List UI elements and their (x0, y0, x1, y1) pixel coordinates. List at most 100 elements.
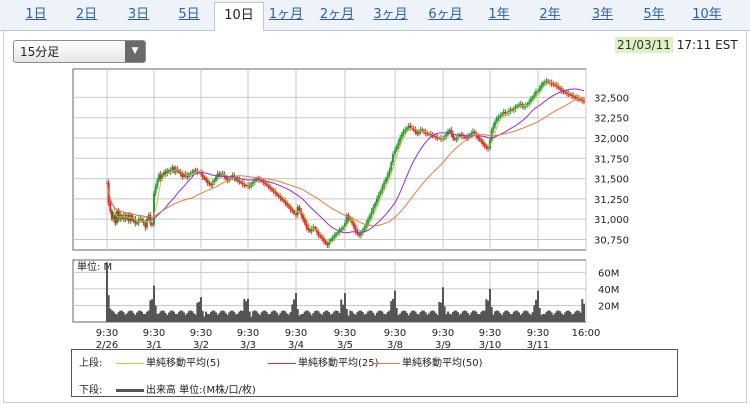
volume-bar (156, 313, 159, 322)
candle-body (485, 146, 488, 148)
volume-bar (158, 313, 160, 322)
candle-body (252, 181, 255, 184)
price-tick-label: 31,000 (594, 215, 629, 226)
volume-bar (411, 310, 414, 322)
candle-body (164, 172, 167, 174)
tab-0[interactable]: 1日 (25, 7, 47, 22)
price-plot-frame (72, 68, 587, 251)
candle-body (426, 133, 429, 135)
legend-ma5: 単純移動平均(5) (116, 354, 220, 369)
volume-bar (352, 313, 355, 322)
tab-10[interactable]: 2年 (539, 7, 561, 22)
candle-body (419, 129, 422, 132)
x-tick-time: 9:30 (285, 328, 307, 339)
volume-bar (524, 310, 527, 322)
volume-bar (557, 310, 560, 322)
chevron-down-icon[interactable]: ▼ (125, 41, 145, 62)
volume-bar (399, 313, 402, 322)
candle-body (295, 213, 297, 216)
volume-bar (521, 313, 524, 322)
candle-body (509, 109, 512, 112)
tab-1[interactable]: 2日 (75, 7, 98, 22)
price-tick-label: 32,000 (594, 134, 629, 145)
volume-bar (114, 313, 117, 322)
candle-body (305, 223, 308, 228)
candle-body (392, 154, 394, 163)
volume-bar (407, 315, 410, 322)
tab-7[interactable]: 3ヶ月 (373, 7, 408, 22)
volume-bar (342, 304, 344, 322)
interval-select[interactable]: 15分足 ▼ (13, 40, 146, 63)
candle-body (537, 90, 539, 92)
volume-bar (243, 298, 246, 322)
candle-body (178, 170, 180, 173)
volume-bar (247, 298, 249, 322)
tab-12[interactable]: 5年 (643, 7, 665, 22)
ma-line-50 (106, 97, 585, 227)
candle-body (308, 229, 311, 232)
volume-bar (201, 310, 204, 322)
candle-body (279, 196, 282, 199)
candle-body (144, 223, 147, 228)
volume-bar (336, 310, 339, 322)
candle-body (216, 173, 219, 177)
volume-bar (279, 312, 282, 322)
volume-bar (171, 310, 174, 322)
volume-bar (523, 311, 526, 322)
tab-3[interactable]: 5日 (178, 7, 200, 22)
tab-11[interactable]: 3年 (591, 7, 614, 22)
tab-6[interactable]: 2ヶ月 (319, 7, 355, 22)
volume-bar (537, 290, 539, 322)
candle-body (344, 223, 346, 228)
volume-bar (265, 311, 268, 322)
candle-body (117, 211, 120, 220)
volume-bar (499, 313, 502, 322)
volume-bar (452, 311, 454, 322)
candle-body (480, 139, 483, 143)
candle-body (324, 241, 327, 244)
volume-bar (301, 313, 304, 322)
volume-bar (535, 299, 537, 322)
candle-body (151, 223, 153, 225)
candle-body (442, 138, 444, 140)
volume-bar (322, 312, 325, 322)
candle-body (307, 227, 310, 230)
volume-bar (196, 302, 199, 322)
x-tick-date: 3/10 (479, 340, 501, 351)
volume-tick-label: 20M (598, 301, 619, 312)
volume-bar (281, 310, 284, 322)
tab-5[interactable]: 1ヶ月 (268, 7, 304, 22)
volume-bar (492, 314, 495, 322)
volume-bar (416, 313, 419, 322)
volume-bar (550, 312, 553, 322)
volume-bar (442, 287, 444, 322)
volume-bar (565, 310, 568, 322)
volume-bar (205, 311, 207, 322)
volume-bar (333, 311, 336, 322)
volume-bar (361, 312, 364, 322)
volume-bar (468, 315, 471, 322)
candle-body (328, 241, 331, 246)
volume-bar (577, 310, 580, 322)
volume-bar (402, 310, 405, 322)
tab-2[interactable]: 3日 (127, 7, 150, 22)
tab-9[interactable]: 1年 (488, 7, 510, 22)
volume-bar (470, 312, 473, 322)
volume-bar (426, 314, 429, 322)
volume-bar (576, 310, 579, 322)
volume-bar (414, 311, 417, 322)
candle-body (381, 186, 384, 191)
volume-bar (428, 313, 431, 322)
candle-body (559, 87, 562, 90)
candle-body (210, 184, 212, 186)
volume-bar (448, 313, 451, 322)
volume-bar (159, 311, 162, 322)
candle-body (581, 99, 584, 101)
candle-body (159, 174, 162, 179)
candle-body (465, 137, 468, 139)
candle-body (535, 91, 537, 95)
volume-bar (412, 310, 415, 322)
tab-13[interactable]: 10年 (692, 7, 722, 22)
tab-8[interactable]: 6ヶ月 (428, 7, 463, 22)
candle-body (400, 133, 403, 138)
